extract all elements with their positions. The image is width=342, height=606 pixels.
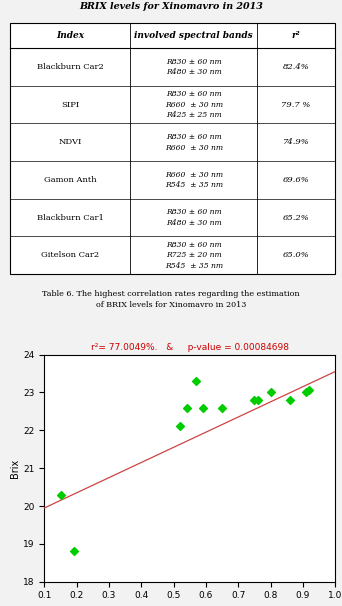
Text: 65.2%: 65.2% (283, 214, 310, 222)
Text: 69.6%: 69.6% (283, 176, 310, 184)
Point (306, 385, 312, 395)
Point (184, 402, 189, 412)
Point (287, 395, 293, 405)
Title: r²= 77.0049%.   &     p-value = 0.00084698: r²= 77.0049%. & p-value = 0.00084698 (91, 344, 289, 352)
Text: involved spectral bands: involved spectral bands (134, 31, 253, 40)
Text: R830 ± 60 nm
R660  ± 30 nm
R425 ± 25 nm: R830 ± 60 nm R660 ± 30 nm R425 ± 25 nm (165, 90, 223, 119)
Point (303, 388, 309, 398)
Point (252, 395, 257, 405)
Point (58, 490, 63, 499)
Text: R830 ± 60 nm
R480 ± 30 nm: R830 ± 60 nm R480 ± 30 nm (166, 208, 222, 227)
Text: r²: r² (292, 31, 301, 40)
Text: 74.9%: 74.9% (283, 138, 310, 146)
Bar (10, 23, 335, 274)
Text: R830 ± 60 nm
R480 ± 30 nm: R830 ± 60 nm R480 ± 30 nm (166, 58, 222, 76)
Point (177, 422, 183, 431)
Point (268, 388, 273, 398)
Text: 79.7 %: 79.7 % (281, 101, 311, 108)
Text: Index: Index (56, 31, 84, 40)
Text: R660  ± 30 nm
R545  ± 35 nm: R660 ± 30 nm R545 ± 35 nm (165, 171, 223, 189)
Text: Table 6. The highest correlation rates regarding the estimation
of BRIX levels f: Table 6. The highest correlation rates r… (42, 290, 300, 309)
Text: Gamon Anth: Gamon Anth (44, 176, 97, 184)
Point (200, 402, 206, 412)
Point (255, 395, 260, 405)
Point (219, 402, 225, 412)
Y-axis label: Brix: Brix (11, 459, 21, 478)
Text: 65.0%: 65.0% (283, 251, 310, 259)
Text: Blackburn Car2: Blackburn Car2 (37, 63, 104, 71)
Text: R830 ± 60 nm
R725 ± 20 nm
R545  ± 35 nm: R830 ± 60 nm R725 ± 20 nm R545 ± 35 nm (165, 241, 223, 270)
Text: R830 ± 60 nm
R660  ± 30 nm: R830 ± 60 nm R660 ± 30 nm (165, 133, 223, 152)
Text: Gitelson Car2: Gitelson Car2 (41, 251, 100, 259)
Text: 82.4%: 82.4% (283, 63, 310, 71)
Point (194, 376, 199, 386)
Text: SIPI: SIPI (61, 101, 79, 108)
Text: Blackburn Car1: Blackburn Car1 (37, 214, 104, 222)
Text: BRIX levels for Xinomavro in 2013: BRIX levels for Xinomavro in 2013 (79, 2, 263, 11)
Point (71, 547, 76, 556)
Text: NDVI: NDVI (59, 138, 82, 146)
